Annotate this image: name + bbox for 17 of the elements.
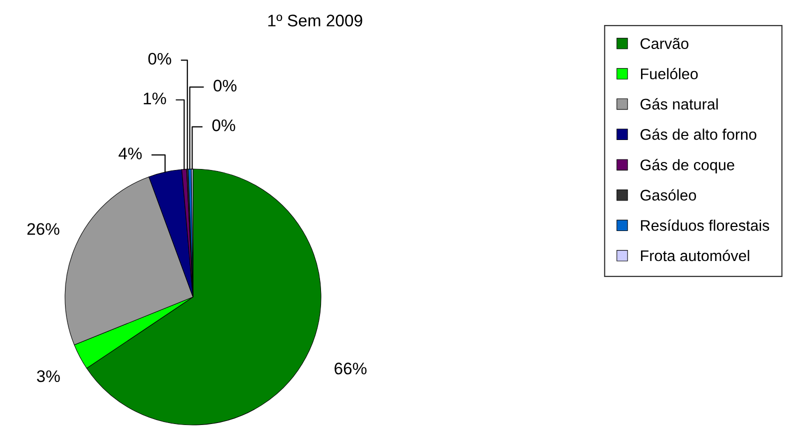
data-label: 4% [118, 148, 142, 160]
data-label: 26% [27, 223, 60, 235]
legend-label: Carvão [640, 38, 688, 50]
legend-label: Frota automóvel [641, 250, 750, 262]
data-label: 1% [144, 92, 166, 104]
legend-label: Gás natural [640, 98, 718, 110]
data-label: 0% [148, 52, 172, 65]
data-label: 66% [334, 362, 367, 374]
legend-label: Gás de alto forno [640, 128, 756, 140]
legend-label: Resíduos florestais [641, 220, 770, 231]
data-label: 0% [212, 119, 236, 132]
chart-title: 1º Sem 2009 [268, 14, 362, 26]
legend-label: Fuelóleo [641, 68, 698, 80]
data-label: 0% [214, 80, 236, 92]
legend-label: Gasóleo [640, 189, 696, 201]
legend-label: Gás de coque [640, 158, 734, 174]
data-label: 3% [36, 370, 60, 382]
